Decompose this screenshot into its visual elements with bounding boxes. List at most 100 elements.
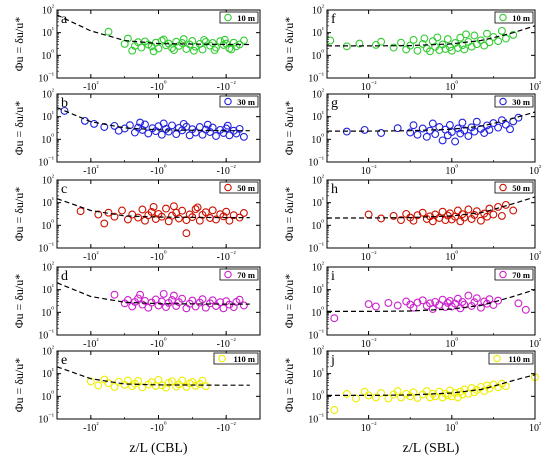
data-point — [239, 209, 248, 217]
data-point — [100, 219, 109, 228]
scatter-points-e — [86, 375, 210, 392]
y-tick-label: 10⁻¹ — [38, 329, 54, 342]
y-axis-label: Φu = δu/u* — [12, 274, 26, 329]
data-point — [428, 119, 437, 128]
y-tick-label-base: 10 — [311, 308, 321, 319]
x-tick-label: -10² — [83, 337, 98, 350]
y-tick-label: 10¹ — [42, 367, 54, 380]
data-point — [451, 137, 460, 146]
y-tick-label-exp: ⁰ — [321, 219, 324, 227]
y-tick-label: 10⁻¹ — [38, 242, 54, 255]
x-tick-label-base: 10 — [529, 166, 539, 177]
x-tick-label-exp: ² — [539, 337, 541, 345]
fit-curve — [56, 14, 250, 46]
data-point — [159, 119, 168, 128]
y-tick-label-base: 10 — [42, 369, 52, 380]
y-tick-label: 10⁻¹ — [308, 72, 324, 85]
y-tick-label: 10¹ — [42, 26, 54, 39]
x-tick-label-exp: ² — [539, 250, 541, 258]
data-point — [397, 216, 405, 225]
x-tick-label-base: -10 — [217, 166, 230, 177]
legend-marker — [218, 354, 226, 363]
x-tick-label-base: 10 — [529, 252, 539, 263]
data-point — [104, 27, 113, 36]
x-tick-label-exp: ² — [96, 421, 98, 429]
data-point — [393, 301, 402, 310]
data-point — [137, 43, 146, 52]
x-tick-label-base: 10 — [361, 423, 371, 434]
legend-marker — [499, 97, 507, 106]
y-tick-label-base: 10 — [41, 392, 51, 403]
y-tick-label-exp: ¹ — [322, 283, 324, 291]
x-tick-label: -10² — [83, 80, 98, 93]
data-point — [494, 202, 503, 211]
data-point — [330, 314, 339, 323]
data-point — [377, 129, 386, 137]
y-tick-label-exp: ⁻¹ — [318, 156, 324, 164]
x-tick-label-exp: ⁰ — [164, 80, 167, 88]
legend-box — [219, 181, 259, 194]
x-tick-label-exp: ⁻² — [230, 250, 236, 258]
data-point — [497, 379, 506, 388]
data-point — [136, 290, 145, 299]
data-point — [458, 118, 467, 127]
data-point — [453, 206, 462, 215]
data-point — [179, 35, 188, 44]
y-tick-label-exp: ² — [52, 261, 54, 269]
y-tick-label-base: 10 — [38, 244, 48, 255]
data-point — [212, 132, 220, 140]
data-point — [435, 46, 444, 55]
data-point — [433, 33, 442, 42]
data-point — [445, 121, 454, 129]
panel-letter: f — [331, 12, 336, 27]
data-point — [485, 384, 494, 393]
data-point — [76, 207, 85, 216]
data-point — [402, 209, 411, 218]
data-point — [409, 35, 418, 44]
x-tick-label-exp: ⁰ — [164, 421, 167, 429]
y-axis-label: Φu = δu/u* — [12, 101, 26, 156]
data-point — [470, 388, 479, 397]
y-tick-label-base: 10 — [42, 176, 52, 187]
y-tick-label-base: 10 — [311, 135, 321, 146]
y-tick-label-exp: ¹ — [52, 367, 54, 375]
y-tick-label: 10² — [42, 345, 54, 358]
data-point — [406, 41, 415, 50]
x-tick-label: 10⁻² — [361, 80, 377, 93]
data-point — [136, 118, 145, 127]
y-tick-label: 10¹ — [312, 196, 324, 209]
data-point — [168, 44, 176, 52]
data-point — [485, 295, 494, 304]
data-point — [456, 33, 465, 42]
y-axis-label: Φu = δu/u* — [282, 17, 296, 72]
y-tick-label: 10⁻¹ — [308, 242, 324, 255]
y-tick-label-base: 10 — [308, 331, 318, 342]
legend-marker — [224, 270, 232, 279]
legend-box — [213, 352, 259, 365]
legend-box — [488, 352, 534, 365]
data-point — [476, 303, 485, 312]
y-tick-label-exp: ⁰ — [321, 133, 324, 141]
data-point — [521, 305, 530, 314]
data-point — [118, 206, 126, 215]
data-point — [431, 130, 440, 139]
y-axis-label: Φu = δu/u* — [282, 274, 296, 329]
data-point — [147, 207, 156, 216]
data-point — [239, 301, 248, 310]
scatter-points-b — [60, 106, 248, 141]
y-tick-label-exp: ⁻¹ — [48, 72, 54, 80]
data-point — [169, 291, 178, 300]
y-tick-label: 10⁰ — [311, 306, 324, 319]
x-tick-label-base: -10 — [150, 166, 163, 177]
x-tick-label: 10⁻² — [361, 337, 377, 350]
x-tick-label-base: 10 — [445, 339, 455, 350]
data-point — [326, 36, 335, 45]
panel-letter: e — [61, 353, 67, 368]
data-point — [159, 35, 168, 44]
y-tick-label: 10⁻¹ — [38, 156, 54, 169]
y-tick-label-base: 10 — [38, 74, 48, 85]
data-point — [476, 216, 485, 225]
